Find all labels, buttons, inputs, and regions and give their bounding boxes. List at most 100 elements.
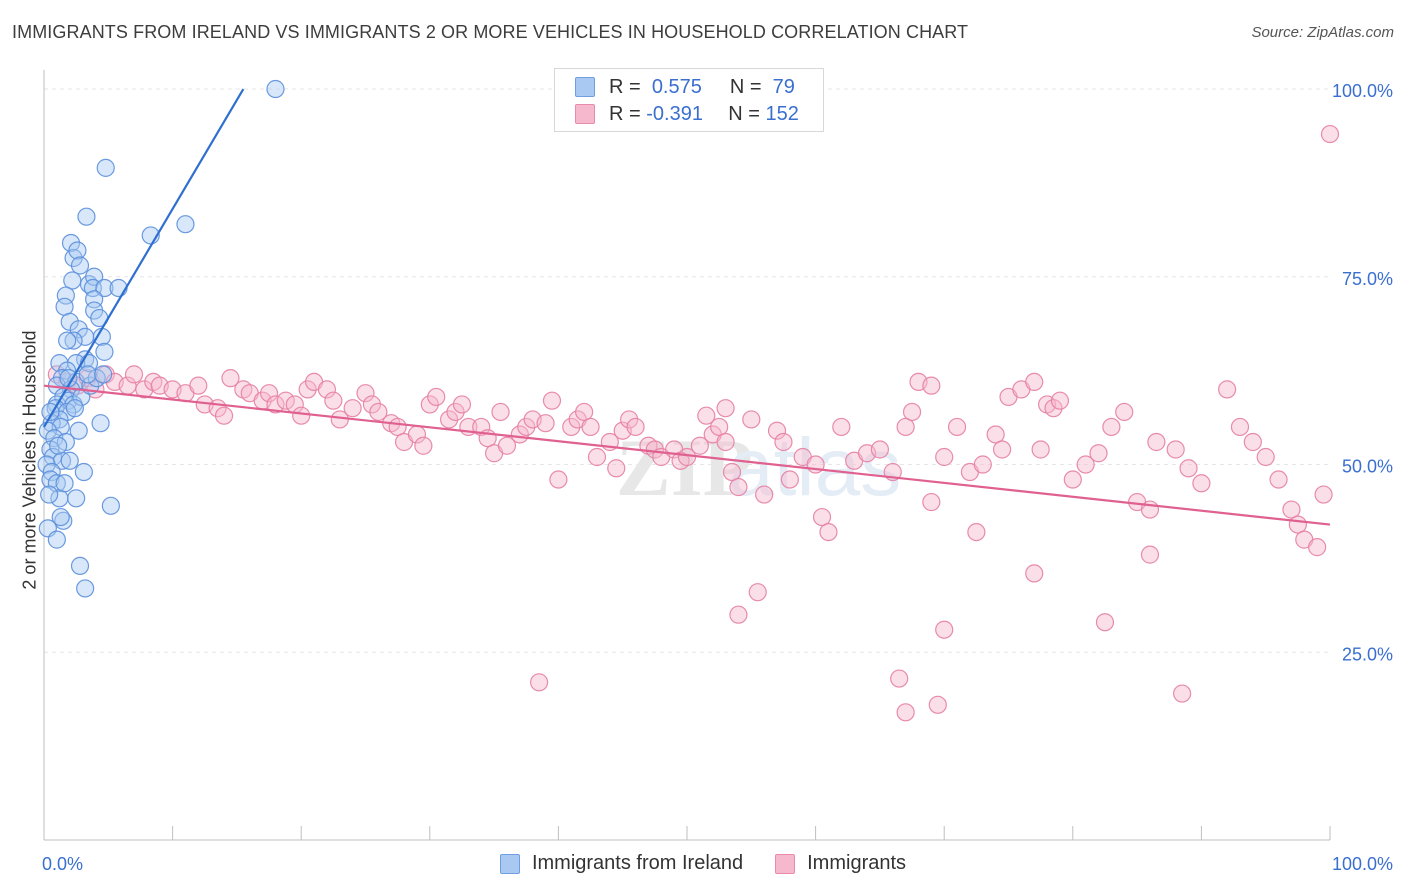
data-point-immigrants [259,384,279,403]
data-point-ireland [52,451,72,470]
data-point-immigrants [497,436,517,455]
data-point-ireland [101,496,120,515]
data-point-immigrants [1179,459,1198,478]
data-point-immigrants [748,583,767,602]
data-point-immigrants [369,402,388,422]
x-tick-label: 100.0% [1332,854,1393,874]
data-point-ireland [55,297,74,316]
series-immigrants-points [47,124,1340,722]
y-tick-label: 25.0% [1342,644,1393,664]
data-point-ireland [58,331,77,350]
data-point-ireland [91,414,110,433]
legend-n-label: N = [729,75,762,98]
data-point-immigrants [536,414,555,433]
data-point-immigrants [343,399,362,418]
data-point-immigrants [742,410,761,429]
data-point-immigrants [729,477,748,497]
data-point-ireland [95,342,114,361]
legend-n-value-immigrants: 152 [765,102,799,125]
data-point-immigrants [221,369,240,388]
data-point-immigrants [1102,417,1121,437]
data-point-ireland [42,462,61,482]
data-point-ireland [51,507,70,527]
y-axis-label: 2 or more Vehicles in Household [19,330,40,590]
grid-lines [44,88,1330,653]
data-point-immigrants [1308,538,1327,557]
legend-r-label: R = [609,102,641,125]
data-point-immigrants [626,417,645,437]
data-point-immigrants [716,432,735,452]
data-point-immigrants [517,417,536,437]
data-point-immigrants [276,391,295,410]
data-point-immigrants [1095,613,1115,632]
legend-swatch-ireland [499,853,520,874]
source-label: Source: ZipAtlas.com [1251,24,1394,41]
legend-item-ireland[interactable]: Immigrants from Ireland [499,852,743,875]
data-point-immigrants [510,425,529,444]
data-point-ireland [70,556,90,575]
series-ireland-points [37,79,285,598]
y-tick-label: 100.0% [1332,81,1393,101]
data-point-ireland [67,489,86,508]
data-point-ireland [64,331,83,350]
legend-r-value-ireland: 0.575 [651,75,702,98]
data-point-immigrants [896,417,915,437]
data-point-immigrants [928,695,947,714]
data-point-immigrants [491,402,510,422]
trend-line-immigrants [43,384,1331,526]
data-point-immigrants [292,406,311,425]
data-point-immigrants [1140,545,1160,564]
data-point-immigrants [356,384,375,403]
data-point-ireland [77,207,96,226]
data-point-immigrants [690,436,709,455]
data-point-immigrants [439,410,459,429]
data-point-immigrants [1192,474,1211,493]
data-point-ireland [74,462,93,482]
data-point-immigrants [562,417,581,437]
data-point-immigrants [1173,684,1192,703]
legend-item-immigrants[interactable]: Immigrants [775,852,906,875]
data-point-immigrants [986,425,1005,444]
data-point-immigrants [767,421,787,440]
data-point-ireland [69,421,88,440]
data-point-ireland [70,256,90,275]
data-point-immigrants [124,365,144,384]
data-point-immigrants [935,447,954,467]
y-tick-label: 75.0% [1342,269,1393,289]
watermark-zip: ZIP [616,422,753,513]
data-point-immigrants [362,395,382,414]
data-point-immigrants [973,455,992,474]
legend-swatch-immigrants [575,104,595,124]
legend-n-label: N = [728,102,760,125]
stats-legend: R = 0.575 N = 79 R = -0.391 N = 152 [554,68,824,132]
data-point-immigrants [607,459,626,478]
data-point-ireland [266,79,285,99]
data-point-immigrants [317,380,337,399]
data-point-immigrants [446,402,465,422]
data-point-immigrants [1063,470,1082,489]
legend-r-label: R = [609,75,641,98]
data-point-immigrants [1089,444,1108,463]
data-point-immigrants [298,380,317,399]
data-point-immigrants [266,395,285,414]
data-point-immigrants [1230,417,1250,437]
data-point-immigrants [414,436,433,455]
data-point-immigrants [472,417,491,437]
data-point-immigrants [870,440,890,459]
data-point-immigrants [902,402,922,422]
data-point-immigrants [1166,440,1185,459]
data-point-immigrants [697,406,716,425]
legend-n-value-ireland: 79 [772,75,795,98]
data-point-ireland [76,579,95,598]
data-point-immigrants [189,376,208,395]
data-point-ireland [69,320,88,339]
data-point-ireland [47,530,66,549]
data-point-immigrants [214,406,234,425]
data-point-immigrants [1256,447,1275,467]
data-point-immigrants [774,432,793,452]
data-point-ireland [109,278,128,298]
data-point-ireland [61,233,81,253]
data-point-immigrants [324,391,343,410]
data-point-immigrants [542,391,562,410]
